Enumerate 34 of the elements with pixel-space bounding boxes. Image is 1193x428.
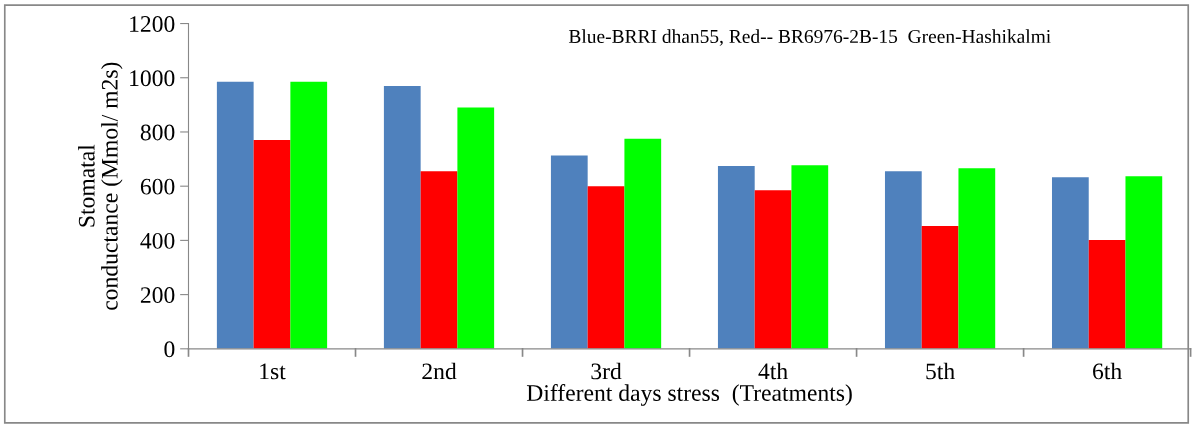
x-tick-label: 3rd [591, 362, 622, 380]
y-tick-label: 400 [140, 232, 175, 249]
bar [253, 140, 291, 349]
y-tick-label: 1000 [130, 70, 175, 87]
x-axis-title: Different days stress (Treatments) [526, 384, 852, 406]
bar [587, 186, 625, 349]
bar [754, 190, 792, 349]
y-tick-label: 200 [140, 287, 175, 304]
y-tick-label: 600 [140, 178, 175, 195]
bar [624, 138, 662, 349]
bar [921, 226, 959, 349]
bar [791, 165, 829, 349]
bar [1125, 176, 1163, 349]
y-tick-label: 800 [140, 124, 175, 141]
bar [1051, 177, 1089, 349]
bar [457, 107, 495, 349]
x-tick-label: 2nd [422, 362, 457, 380]
bar [717, 166, 755, 349]
x-tick-label: 4th [758, 362, 788, 380]
bar [550, 155, 588, 349]
bar [1088, 240, 1126, 349]
bar [420, 171, 458, 349]
x-tick-label: 5th [926, 362, 955, 380]
y-tick-label: 1200 [130, 16, 175, 32]
x-tick-label: 6th [1093, 362, 1122, 380]
annotation: Blue-BRRI dhan55, Red-- BR6976-2B-15 Green-Hashikalmi [568, 29, 1051, 46]
bar [290, 81, 328, 349]
bar [958, 168, 996, 349]
x-tick-label: 1st [260, 363, 286, 380]
y-axis-title: Stomatal conductance (Mmol/ m2s) [78, 62, 123, 310]
y-tick-label: 0 [164, 341, 175, 358]
bar [884, 171, 922, 349]
bar [216, 81, 254, 349]
bar [383, 85, 421, 349]
